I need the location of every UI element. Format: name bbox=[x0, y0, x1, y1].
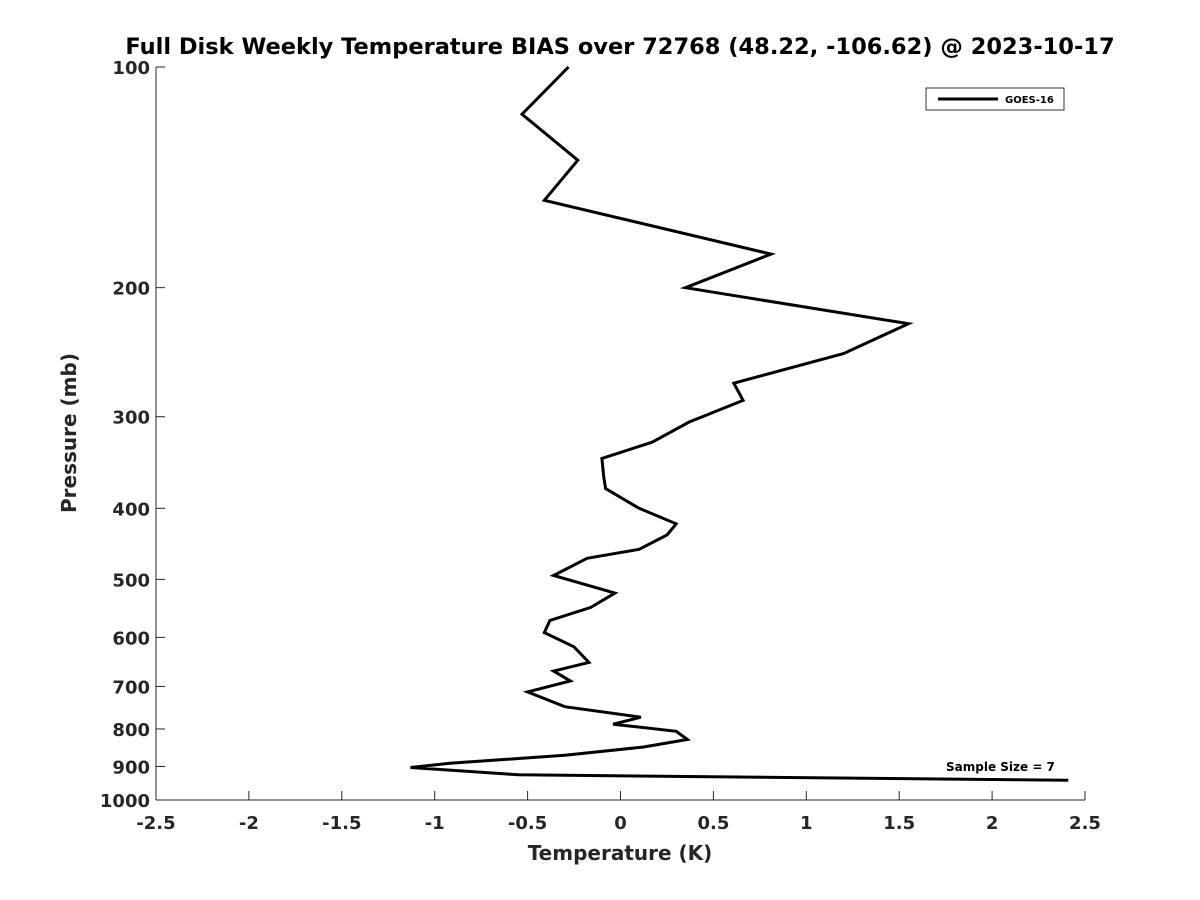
y-axis-ticks: 100 200 300 400 500 600 700 800 900 1000 bbox=[100, 58, 165, 812]
x-tick-label: -1.5 bbox=[322, 813, 361, 834]
x-tick-label: -2.5 bbox=[136, 813, 175, 834]
y-tick-label: 100 bbox=[112, 58, 150, 79]
x-tick-label: 1.5 bbox=[883, 813, 915, 834]
x-tick-label: 2 bbox=[986, 813, 999, 834]
y-tick-label: 400 bbox=[112, 499, 150, 520]
y-tick-label: 900 bbox=[112, 757, 150, 778]
x-tick-label: -0.5 bbox=[508, 813, 547, 834]
y-tick-label: 500 bbox=[112, 570, 150, 591]
y-axis-label: Pressure (mb) bbox=[57, 353, 81, 513]
y-tick-label: 1000 bbox=[100, 791, 150, 812]
x-tick-label: 0.5 bbox=[697, 813, 729, 834]
series-line-goes-16 bbox=[410, 65, 1069, 782]
x-tick-label: -2 bbox=[239, 813, 259, 834]
x-axis-ticks: -2.5 -2 -1.5 -1 -0.5 0 0.5 1 1.5 2 2.5 bbox=[136, 791, 1101, 834]
chart-title: Full Disk Weekly Temperature BIAS over 7… bbox=[125, 34, 1114, 60]
x-tick-label: 1 bbox=[800, 813, 813, 834]
legend: GOES-16 bbox=[925, 87, 1065, 111]
x-tick-label: -1 bbox=[425, 813, 445, 834]
y-tick-label: 200 bbox=[112, 279, 150, 300]
y-tick-label: 600 bbox=[112, 628, 150, 649]
legend-label-goes-16: GOES-16 bbox=[1005, 95, 1054, 106]
y-tick-label: 800 bbox=[112, 720, 150, 741]
sample-size-annotation: Sample Size = 7 bbox=[946, 760, 1055, 774]
y-tick-label: 300 bbox=[112, 408, 150, 429]
series-layer bbox=[410, 65, 1069, 782]
plot-area bbox=[156, 67, 1085, 800]
x-tick-label: 0 bbox=[614, 813, 627, 834]
x-axis-label: Temperature (K) bbox=[528, 841, 713, 865]
y-tick-label: 700 bbox=[112, 677, 150, 698]
x-tick-label: 2.5 bbox=[1069, 813, 1101, 834]
